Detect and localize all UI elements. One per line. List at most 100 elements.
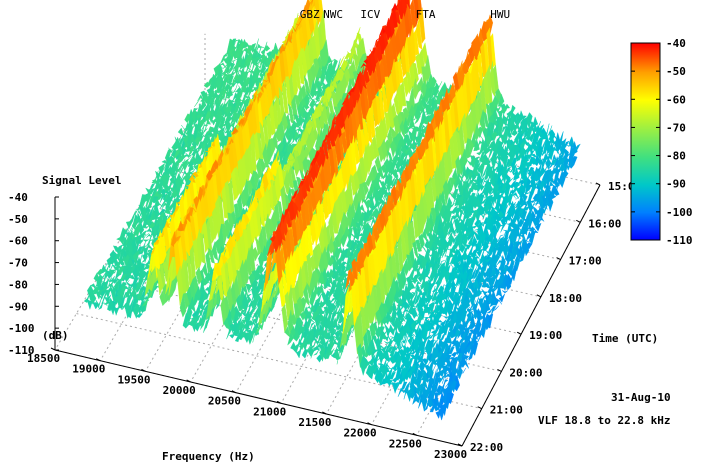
surface-cell <box>221 115 229 127</box>
surface-cell <box>520 211 528 222</box>
surface-cell <box>470 158 477 168</box>
surface-cell <box>215 82 222 94</box>
surface-cell <box>565 162 572 171</box>
surface-cell <box>306 90 314 101</box>
surface-cell <box>452 71 460 91</box>
surface-cell <box>399 80 407 107</box>
surface-cell <box>390 58 398 94</box>
surface-cell <box>489 61 496 98</box>
surface-cell <box>507 154 515 168</box>
surface-cell <box>275 56 283 95</box>
surface-cell <box>502 129 510 145</box>
surface-cell <box>256 69 264 79</box>
surface-cell <box>517 208 525 219</box>
surface-cell <box>228 59 235 75</box>
surface-cell <box>492 191 499 208</box>
surface-cell <box>510 179 517 188</box>
surface-cell <box>417 98 425 112</box>
surface-cell <box>487 146 495 161</box>
surface-cell <box>523 205 531 211</box>
surface-cell <box>426 107 433 115</box>
grid-line-freq <box>190 124 338 383</box>
surface-cell <box>279 50 286 85</box>
surface-cell <box>515 175 523 187</box>
surface-cell <box>410 141 417 151</box>
surface-cell <box>343 67 351 88</box>
surface-cell <box>393 91 401 118</box>
surface-cell <box>538 164 546 179</box>
surface-cell <box>417 122 424 139</box>
surface-cell <box>394 11 402 27</box>
surface-cell <box>480 42 487 78</box>
surface-cell <box>534 222 542 232</box>
surface-cell <box>494 105 502 113</box>
surface-cell <box>391 2 399 12</box>
surface-cell <box>477 54 484 90</box>
surface-cell <box>225 90 233 99</box>
surface-cell <box>423 85 431 104</box>
surface-cell <box>412 29 420 56</box>
grid-line-freq <box>54 94 206 351</box>
surface-cell <box>414 115 422 125</box>
surface-cell <box>293 131 300 142</box>
surface-cell <box>403 75 410 98</box>
surface-cell <box>507 167 514 173</box>
surface-cell <box>281 111 289 133</box>
surface-cell <box>412 78 419 100</box>
grid-line-freq <box>280 144 425 404</box>
surface-cell <box>399 119 406 140</box>
surface-cell <box>547 195 554 213</box>
surface-cell <box>481 164 488 179</box>
surface-cell <box>246 88 253 103</box>
surface-cell <box>307 2 315 36</box>
surface-cell <box>204 118 211 132</box>
surface-cell <box>301 4 309 17</box>
surface-cell <box>184 122 191 134</box>
grid-line-freq <box>235 134 381 393</box>
surface-cell <box>568 152 575 169</box>
surface-cell <box>418 7 426 44</box>
grid-line-freq <box>99 104 250 361</box>
surface-cell <box>478 182 485 192</box>
surface-cell <box>512 192 519 199</box>
surface-cell <box>375 60 382 92</box>
surface-cell <box>547 180 554 192</box>
spectrum-surface <box>83 0 581 421</box>
surface-cell <box>480 197 487 204</box>
surface-cell <box>258 46 265 57</box>
surface-cell <box>536 140 544 160</box>
surface-cell <box>406 71 413 95</box>
surface-cell <box>553 149 561 157</box>
surface-cell <box>478 176 485 186</box>
surface-cell <box>227 119 234 131</box>
surface-cell <box>201 128 208 138</box>
surface-cell <box>206 126 214 136</box>
surface-cell <box>400 45 407 78</box>
surface-cell <box>234 99 241 115</box>
surface-cell <box>484 164 491 181</box>
surface-cell <box>405 126 412 139</box>
surface-cell <box>222 63 229 69</box>
surface-cell <box>472 181 479 191</box>
surface-cell <box>287 102 295 125</box>
surface-cell <box>293 122 301 128</box>
surface-cell <box>550 159 558 166</box>
surface-cell <box>294 57 302 92</box>
surface-cell <box>263 45 271 52</box>
surface-cell <box>415 18 423 50</box>
surface-cell <box>525 144 532 160</box>
surface-cell <box>508 126 516 143</box>
surface-cell <box>542 153 549 168</box>
surface-cell <box>473 138 480 152</box>
surface-cell <box>449 135 456 170</box>
surface-cell <box>415 53 422 76</box>
surface-cell <box>500 126 507 137</box>
surface-cell <box>519 127 527 135</box>
surface-cell <box>297 49 305 85</box>
surface-cell <box>467 155 474 167</box>
surface-cell <box>511 128 518 136</box>
surface-cell <box>455 88 463 132</box>
surface-cell <box>475 184 482 200</box>
surface-cell <box>340 58 348 72</box>
surface-cell <box>315 87 322 100</box>
